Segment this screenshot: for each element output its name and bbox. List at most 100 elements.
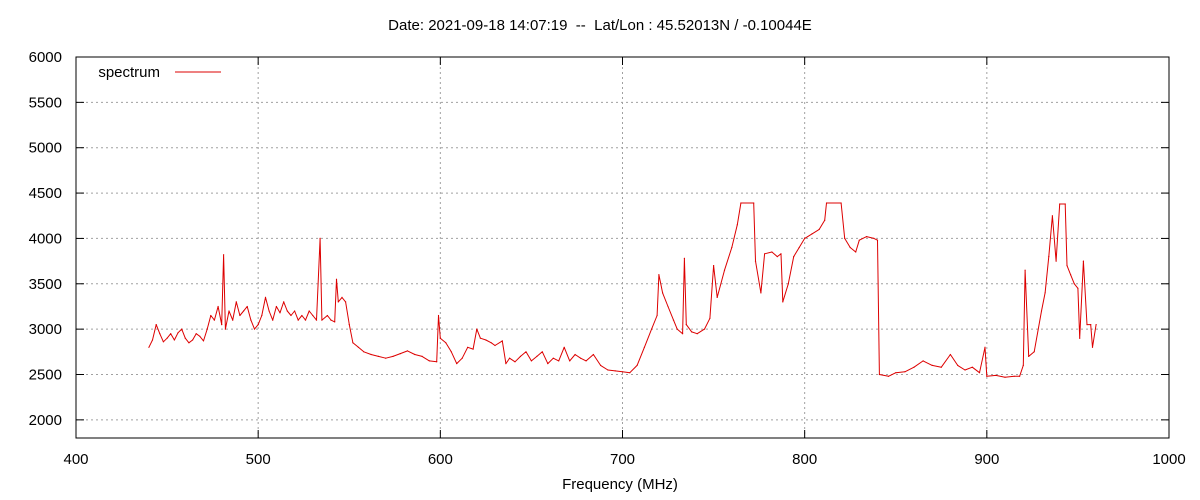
data-point xyxy=(754,260,757,262)
data-point xyxy=(866,236,868,238)
data-point xyxy=(439,337,441,339)
data-point xyxy=(736,224,738,226)
y-tick-label: 4000 xyxy=(29,230,62,247)
data-point xyxy=(283,301,285,303)
data-point xyxy=(223,254,225,256)
data-point xyxy=(290,314,292,317)
data-point xyxy=(1048,256,1050,258)
data-point xyxy=(170,333,172,335)
data-point xyxy=(760,292,762,294)
data-point xyxy=(995,374,997,376)
data-point xyxy=(294,310,296,312)
data-point xyxy=(855,251,857,253)
data-point xyxy=(352,342,354,344)
data-point xyxy=(377,355,379,357)
data-point xyxy=(798,246,800,249)
x-tick-label: 1000 xyxy=(1152,451,1185,468)
data-point xyxy=(385,357,387,359)
data-point xyxy=(206,328,208,330)
data-point xyxy=(1013,375,1015,377)
data-point xyxy=(275,305,277,308)
data-point xyxy=(392,355,394,357)
data-point xyxy=(685,324,687,326)
data-point xyxy=(651,328,653,330)
axis-ticks: 400 500 600 700 800 900 1000 2000 2500 3000 3500 40… xyxy=(29,49,1186,468)
y-tick-label: 2500 xyxy=(29,367,62,384)
data-point xyxy=(330,319,332,321)
data-point xyxy=(479,337,481,339)
data-point xyxy=(162,341,164,343)
data-point xyxy=(357,346,359,348)
data-point xyxy=(1024,269,1026,271)
data-point xyxy=(1059,203,1061,205)
data-point xyxy=(341,296,343,298)
data-point xyxy=(753,202,755,204)
data-point xyxy=(414,353,416,356)
data-point xyxy=(780,253,782,255)
data-point xyxy=(771,251,773,253)
data-point xyxy=(312,314,314,317)
data-point xyxy=(155,324,157,326)
data-point xyxy=(940,366,942,368)
data-point xyxy=(818,228,820,230)
data-point xyxy=(563,346,565,348)
data-point xyxy=(1033,351,1035,353)
data-point xyxy=(858,239,860,241)
data-point xyxy=(1055,260,1057,262)
data-point xyxy=(740,202,742,204)
data-point xyxy=(713,265,715,267)
data-point xyxy=(804,237,806,239)
data-point xyxy=(574,353,576,356)
data-point xyxy=(315,319,318,321)
data-point xyxy=(643,346,646,348)
data-point xyxy=(335,278,338,280)
data-point xyxy=(437,314,440,317)
data-point xyxy=(1064,203,1066,205)
data-point xyxy=(530,360,533,362)
data-point xyxy=(297,319,299,321)
data-point xyxy=(525,351,527,353)
data-point xyxy=(895,372,897,374)
data-point xyxy=(536,355,538,357)
data-point xyxy=(1073,283,1075,285)
data-point xyxy=(192,339,194,341)
data-point xyxy=(232,319,234,321)
data-point xyxy=(228,310,230,312)
data-point xyxy=(239,314,241,317)
data-point xyxy=(662,292,664,294)
chart-title: Date: 2021-09-18 14:07:19 -- Lat/Lon : 4… xyxy=(388,17,812,34)
y-tick-label: 5000 xyxy=(29,140,62,157)
data-point xyxy=(873,237,875,239)
grid-lines xyxy=(76,57,1169,438)
data-point xyxy=(580,357,582,359)
data-point xyxy=(776,256,778,258)
data-point xyxy=(1004,376,1006,378)
data-point xyxy=(793,256,795,258)
data-point xyxy=(636,364,638,366)
data-point xyxy=(279,312,281,314)
data-point xyxy=(887,375,890,377)
data-point xyxy=(764,253,766,255)
y-tick-label: 6000 xyxy=(29,49,62,66)
data-point xyxy=(485,339,487,341)
data-point xyxy=(450,351,452,353)
data-point xyxy=(849,246,851,249)
data-point xyxy=(224,328,226,330)
data-point xyxy=(264,296,267,298)
data-point xyxy=(1086,324,1088,326)
data-point xyxy=(490,342,492,344)
x-tick-label: 600 xyxy=(428,451,453,468)
data-point xyxy=(682,333,684,335)
data-point xyxy=(181,328,183,330)
data-point xyxy=(1044,292,1046,294)
data-point xyxy=(569,360,571,362)
data-point xyxy=(399,353,401,355)
data-point xyxy=(931,364,933,366)
data-point xyxy=(173,339,175,341)
data-point xyxy=(621,371,624,373)
data-point xyxy=(166,337,168,339)
data-point xyxy=(151,339,154,341)
data-point xyxy=(461,357,463,359)
data-point xyxy=(308,310,310,312)
data-point xyxy=(348,324,350,326)
